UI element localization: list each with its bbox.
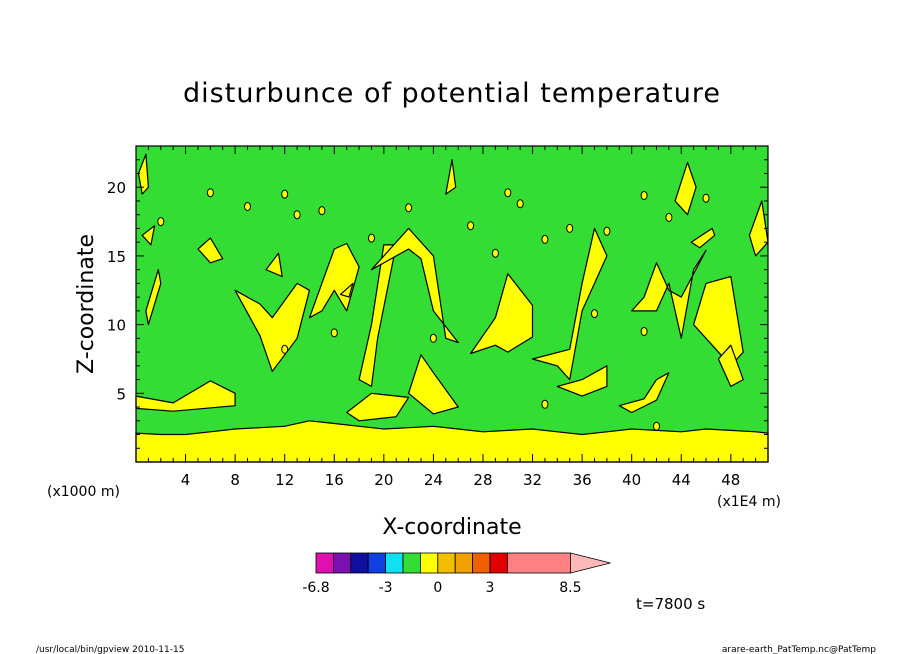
x-tick-label: 44	[672, 471, 691, 489]
x-tick-label: 8	[230, 471, 240, 489]
positive-region	[618, 372, 670, 414]
x-tick-label: 12	[275, 471, 294, 489]
positive-region	[531, 227, 608, 381]
positive-region-speck	[702, 193, 710, 203]
colorbar-swatch	[385, 552, 404, 574]
chart-title: disturbunce of potential temperature	[183, 78, 721, 109]
positive-region-speck	[591, 309, 598, 319]
positive-region-speck	[405, 203, 413, 213]
x-tick-label: 28	[473, 471, 492, 489]
colorbar-swatch	[332, 552, 352, 574]
positive-region	[717, 344, 744, 387]
y-tick-label: 10	[107, 317, 126, 335]
positive-region	[234, 282, 311, 372]
colorbar-tick-label: 8.5	[559, 580, 581, 596]
x-tick-label: 24	[424, 471, 443, 489]
colorbar-swatch	[437, 552, 456, 574]
positive-region	[370, 227, 459, 344]
y-tick-label: 20	[107, 179, 126, 197]
colorbar-tick-label: -6.8	[302, 580, 329, 596]
positive-region	[692, 275, 744, 367]
y-axis-label: Z-coordinate	[74, 234, 99, 374]
positive-region-speck	[467, 221, 475, 231]
x-axis-ticks: 4 8 12 16 20 24 28 32 36 40 44 48	[147, 146, 757, 489]
positive-region	[556, 365, 608, 397]
colorbar-extend-arrow	[570, 552, 611, 574]
colorbar-tick-label: -3	[379, 580, 393, 596]
positive-region-speck	[640, 191, 648, 200]
x-tick-label: 16	[325, 471, 344, 489]
positive-region	[470, 273, 534, 355]
footer-right: arare-earth_PatTemp.nc@PatTemp	[722, 645, 876, 654]
positive-region	[135, 380, 236, 412]
positive-region-speck	[244, 202, 251, 211]
x-tick-label: 48	[721, 471, 740, 489]
x-tick-label: 40	[622, 471, 641, 489]
positive-region	[408, 354, 459, 415]
x-unit-label: (x1E4 m)	[717, 494, 781, 510]
positive-region-speck	[429, 333, 437, 343]
positive-anomaly-regions	[135, 153, 769, 444]
positive-region-speck	[206, 188, 214, 198]
positive-region-speck	[603, 226, 611, 236]
plot-frame	[135, 145, 769, 463]
x-tick-label: 4	[181, 471, 191, 489]
colorbar-swatch	[367, 552, 387, 574]
positive-region	[141, 225, 156, 246]
positive-region	[631, 249, 707, 339]
positive-region-speck	[318, 206, 326, 216]
colorbar-swatch	[315, 552, 334, 574]
positive-region	[339, 282, 354, 298]
positive-region	[690, 227, 716, 249]
positive-region-speck	[330, 328, 338, 338]
positive-region-speck	[368, 233, 375, 243]
near-surface-positive-band	[135, 420, 769, 463]
colorbar-swatch	[419, 552, 439, 574]
positive-region-speck	[281, 189, 289, 199]
positive-region	[145, 269, 162, 326]
positive-region	[674, 161, 697, 216]
positive-region-speck	[281, 344, 289, 354]
positive-region	[308, 242, 360, 319]
time-annotation: t=7800 s	[636, 595, 705, 613]
colorbar-tick-label: 0	[433, 580, 442, 596]
positive-region-speck	[491, 248, 499, 258]
colorbar-swatch	[489, 552, 508, 574]
positive-region	[197, 237, 224, 264]
y-axis-ticks: 5 10 15 20	[107, 159, 768, 449]
positive-region	[265, 252, 283, 278]
y-tick-label: 5	[116, 385, 126, 403]
y-unit-label: (x1000 m)	[47, 484, 120, 500]
positive-region-speck	[157, 217, 165, 227]
positive-region	[445, 159, 457, 195]
colorbar-swatch	[402, 552, 421, 574]
positive-region-speck	[640, 327, 648, 336]
colorbar-swatch	[454, 552, 474, 574]
x-tick-label: 32	[523, 471, 542, 489]
positive-region-speck	[504, 188, 512, 198]
positive-region-speck	[653, 421, 660, 431]
x-axis-label: X-coordinate	[382, 515, 521, 540]
x-tick-label: 20	[374, 471, 393, 489]
y-tick-label: 15	[107, 248, 126, 266]
positive-region-speck	[566, 223, 574, 233]
positive-region-speck	[541, 234, 549, 244]
positive-region	[346, 392, 410, 422]
positive-region-speck	[665, 212, 673, 222]
colorbar-tick-label: 3	[486, 580, 495, 596]
positive-region-speck	[293, 210, 301, 220]
positive-region-speck	[516, 199, 524, 209]
colorbar-swatch	[472, 552, 491, 574]
x-tick-label: 36	[573, 471, 592, 489]
colorbar: -6.8 -3 0 3 8.5	[302, 552, 611, 596]
colorbar-swatch	[506, 552, 571, 574]
positive-region-speck	[541, 399, 549, 409]
footer-left: /usr/local/bin/gpview 2010-11-15	[36, 645, 184, 654]
colorbar-swatch	[350, 552, 369, 574]
